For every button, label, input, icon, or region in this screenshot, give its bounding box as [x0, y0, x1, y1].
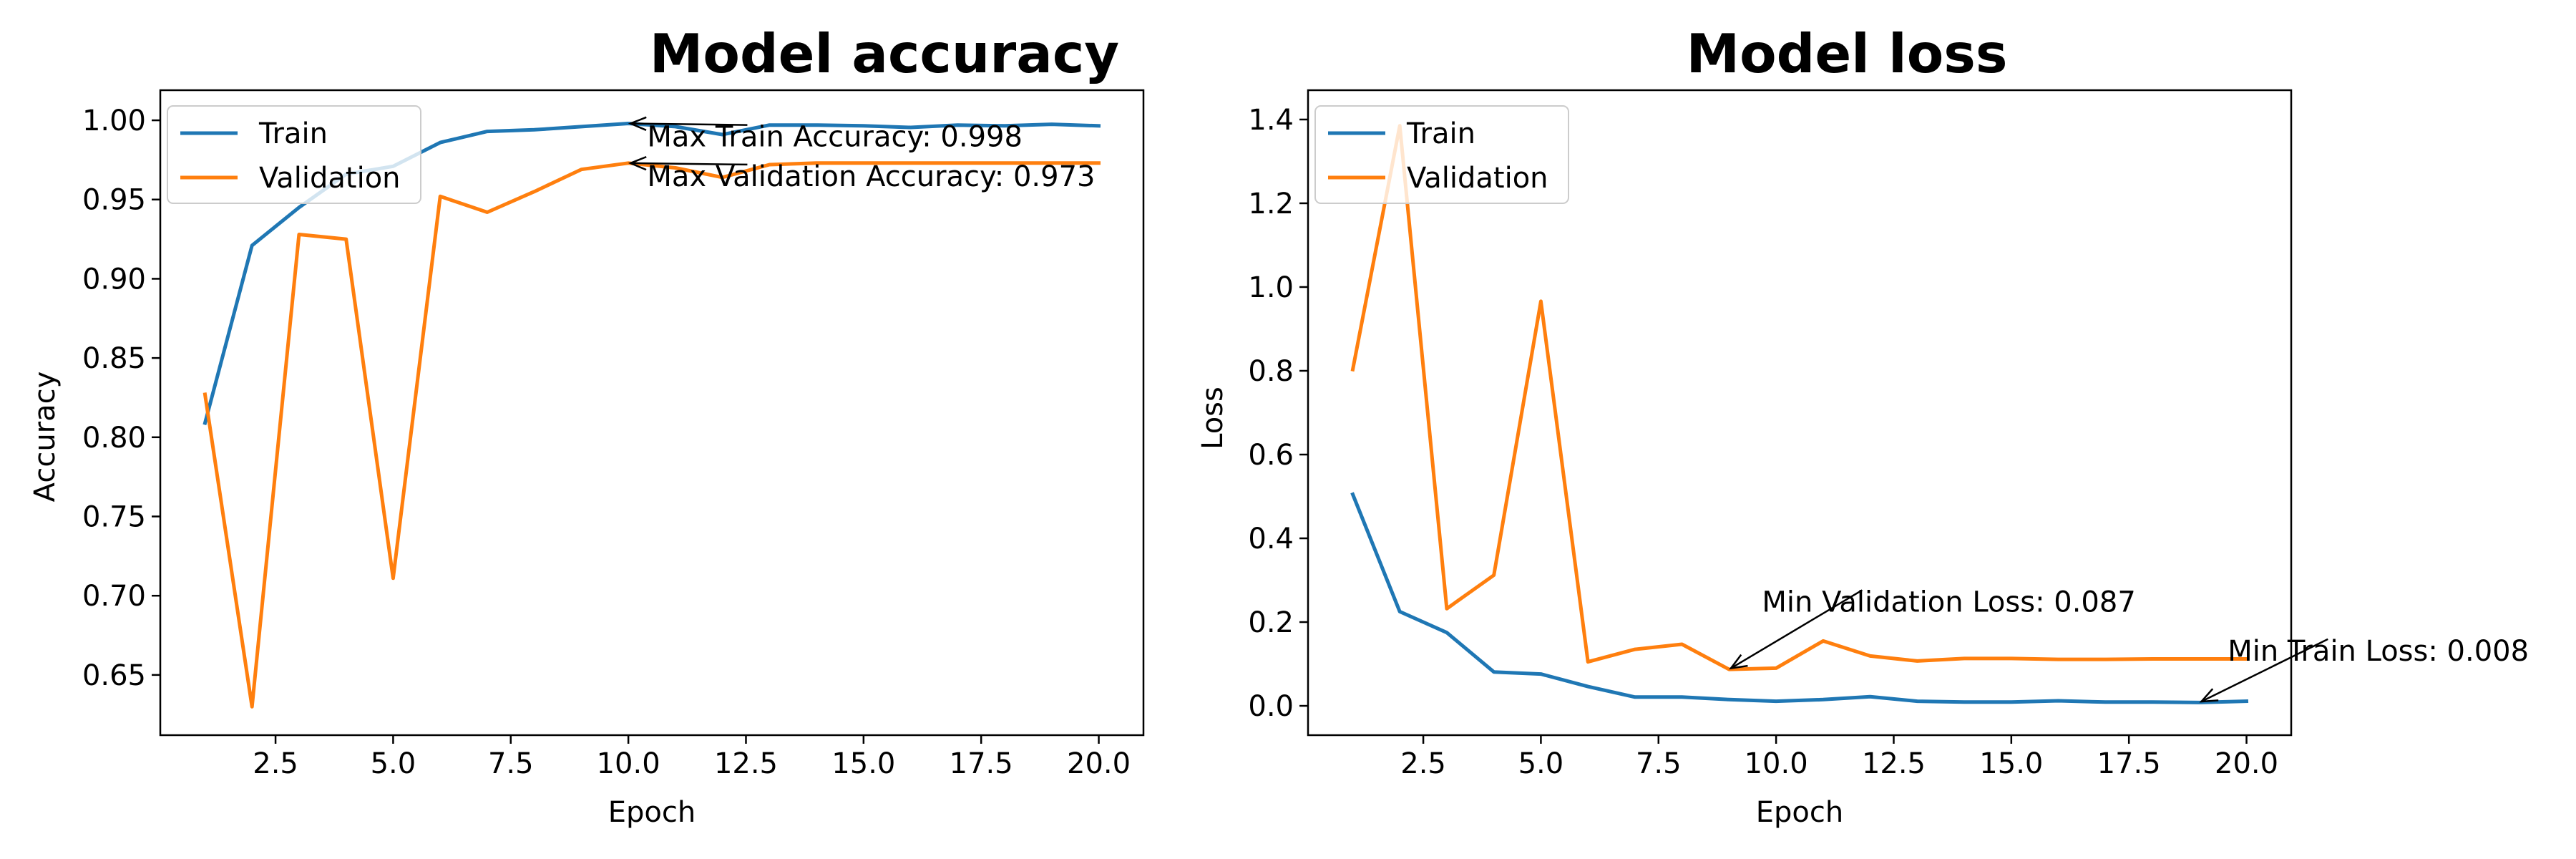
x-tick-label: 12.5: [714, 747, 778, 780]
x-tick-label: 12.5: [1862, 747, 1926, 780]
annotation-arrow: [630, 122, 748, 126]
y-tick-label: 0.0: [1248, 690, 1294, 723]
x-tick-label: 15.0: [1979, 747, 2043, 780]
annotation-arrowhead: [2199, 688, 2219, 703]
annotation-arrow: [2200, 638, 2328, 703]
plot-area: 2.5 5.0 7.5 10.0 12.5 15.0 17.5 20.0 0.65 0.70 0.7…: [82, 89, 1145, 780]
y-tick-label: 0.6: [1248, 439, 1294, 472]
y-tick-label: 0.70: [82, 580, 146, 613]
x-tick-label: 7.5: [488, 747, 534, 780]
y-axis-label: Accuracy: [29, 372, 62, 503]
annotation-arrow: [630, 162, 748, 166]
y-tick-label: 0.4: [1248, 523, 1294, 555]
x-tick-label: 10.0: [1745, 747, 1808, 780]
x-tick-label: 20.0: [1067, 747, 1131, 780]
y-tick-label: 0.80: [82, 422, 146, 455]
series-line-validation: [203, 161, 1101, 709]
y-tick-label: 1.2: [1248, 188, 1294, 220]
y-tick-label: 1.4: [1248, 104, 1294, 137]
annotation-arrowhead: [1729, 654, 1748, 670]
annotation-arrow: [1730, 589, 1863, 669]
annotation-arrowhead: [628, 116, 647, 131]
y-tick-label: 0.95: [82, 184, 146, 217]
y-tick-label: 0.65: [82, 659, 146, 692]
x-axis-label: Epoch: [608, 796, 696, 829]
x-tick-label: 7.5: [1636, 747, 1682, 780]
x-tick-label: 10.0: [597, 747, 660, 780]
y-tick-label: 0.75: [82, 501, 146, 534]
x-tick-label: 5.0: [1518, 747, 1564, 780]
plot-frame: [159, 89, 1145, 737]
x-axis-label: Epoch: [1756, 796, 1843, 829]
y-tick-label: 1.00: [82, 105, 146, 137]
y-axis-label: Loss: [1196, 387, 1229, 450]
x-tick-label: 17.5: [950, 747, 1013, 780]
x-tick-label: 2.5: [1400, 747, 1446, 780]
chart-title: Model accuracy: [650, 22, 1119, 85]
chart-title: Model loss: [1686, 22, 2007, 85]
x-tick-label: 2.5: [253, 747, 298, 780]
legend-label-validation: Validation: [259, 162, 401, 195]
x-tick-label: 5.0: [371, 747, 416, 780]
plot-area: 2.5 5.0 7.5 10.0 12.5 15.0 17.5 20.0 0.0 0.2 0.4 0.…: [1248, 89, 2529, 780]
y-tick-label: 1.0: [1248, 271, 1294, 304]
x-tick-label: 17.5: [2097, 747, 2161, 780]
annotation-text: Max Validation Accuracy: 0.973: [647, 160, 1095, 193]
chart-panel-accuracy: Model accuracy 2.5 5.0 7.5 10.0 12.5 15.0 17.5…: [29, 22, 1145, 829]
annotation-text: Min Train Loss: 0.008: [2228, 635, 2529, 668]
y-tick-label: 0.8: [1248, 355, 1294, 388]
y-tick-label: 0.90: [82, 263, 146, 296]
legend-label-validation: Validation: [1407, 162, 1548, 195]
x-tick-label: 20.0: [2215, 747, 2278, 780]
series-line-train: [1350, 492, 2249, 704]
y-tick-label: 0.2: [1248, 606, 1294, 639]
x-tick-label: 15.0: [831, 747, 895, 780]
legend-label-train: Train: [1406, 117, 1475, 150]
annotation-arrowhead: [628, 155, 647, 171]
series-line-validation: [1350, 124, 2248, 671]
chart-panel-loss: Model loss 2.5 5.0 7.5 10.0 12.5 15.0 17.5 20.0…: [1196, 22, 2529, 829]
legend-label-train: Train: [258, 117, 328, 150]
annotation-text: Max Train Accuracy: 0.998: [647, 121, 1023, 154]
annotation-text: Min Validation Loss: 0.087: [1762, 586, 2135, 618]
plot-frame: [1307, 89, 2293, 737]
y-tick-label: 0.85: [82, 342, 146, 375]
